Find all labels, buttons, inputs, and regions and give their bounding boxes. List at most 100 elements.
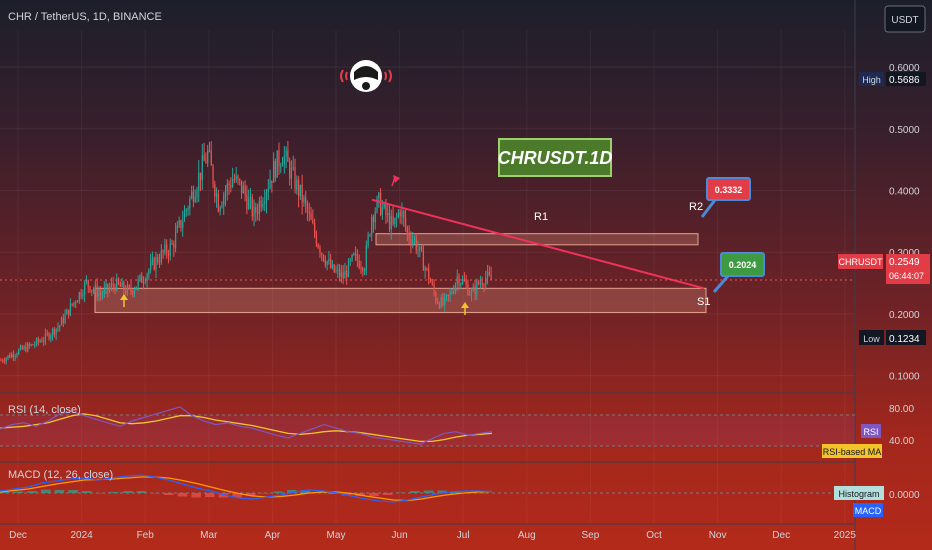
price-tick-label: 0.1000 (889, 372, 920, 383)
candle (50, 335, 52, 339)
candle (344, 270, 346, 279)
candle (485, 277, 487, 286)
candle (3, 361, 6, 363)
candle (431, 282, 433, 285)
time-axis[interactable]: Dec 2024 Feb Mar Apr May Jun Jul Aug Sep Oct Nov Dec… (9, 530, 856, 541)
candle (7, 355, 9, 359)
histogram-bar (410, 491, 420, 493)
watermark-text: CHRUSDT.1D (498, 148, 613, 168)
histogram-legend: Histogram (838, 489, 879, 499)
candle (419, 246, 421, 250)
currency-button-label: USDT (891, 15, 918, 26)
macd-line (0, 474, 493, 503)
candle (12, 354, 14, 358)
candle (158, 261, 161, 263)
candle (34, 344, 36, 346)
candle (394, 217, 396, 225)
candle (401, 211, 403, 217)
candle (408, 232, 410, 240)
candle (62, 318, 64, 323)
histogram-bar (246, 493, 256, 496)
price-tick-label: 0.5000 (889, 125, 920, 136)
candle (76, 301, 79, 303)
s1-callout-box[interactable] (720, 252, 765, 277)
candle (160, 250, 162, 263)
candle (139, 274, 141, 280)
candle (249, 197, 252, 199)
candle (242, 185, 244, 194)
candle (198, 172, 200, 191)
watermark-box (498, 138, 612, 177)
histogram-bar (478, 493, 488, 494)
candle (205, 160, 207, 163)
candle (228, 183, 230, 186)
candle (191, 191, 193, 199)
candle (264, 201, 266, 204)
candle (306, 203, 309, 212)
candle (355, 253, 357, 255)
candle (148, 270, 150, 275)
candle (281, 163, 284, 167)
candle (46, 333, 48, 335)
resistance-trendline (371, 198, 705, 290)
candle (472, 286, 474, 292)
candle (312, 219, 314, 224)
candle (44, 333, 47, 341)
candle (66, 309, 68, 315)
candle (447, 294, 449, 296)
candle (413, 237, 416, 241)
candle (379, 192, 382, 215)
candle (100, 292, 102, 295)
macd-histogram (0, 489, 488, 498)
candle (349, 260, 351, 262)
candle (385, 203, 387, 215)
candle (315, 234, 318, 245)
candle (456, 276, 458, 284)
candle (290, 167, 293, 179)
candle (137, 279, 139, 287)
macd-title[interactable]: MACD (12, 26, close) (8, 469, 113, 481)
low-badge (859, 330, 884, 345)
candle (239, 179, 241, 181)
candle (125, 290, 127, 294)
candle (392, 216, 394, 225)
candle (360, 267, 362, 269)
candle (185, 209, 187, 212)
r2-callout-box[interactable] (706, 177, 751, 201)
r2-label: R2 (689, 201, 703, 213)
rsi-title[interactable]: RSI (14, close) (8, 404, 81, 416)
histogram-bar (177, 493, 188, 497)
histogram-bar (396, 492, 406, 493)
candle (208, 150, 211, 152)
arrow-up-icon (120, 294, 128, 307)
candle (101, 294, 104, 296)
candle (428, 268, 430, 280)
candle (442, 297, 444, 305)
candle (23, 346, 25, 350)
time-tick-label: Dec (772, 530, 790, 541)
candle (458, 276, 460, 286)
candle (112, 283, 114, 287)
currency-button[interactable] (884, 5, 926, 33)
candle (240, 180, 243, 194)
histogram-bar (191, 493, 201, 498)
candle (27, 343, 29, 352)
candle (396, 216, 398, 218)
candle (388, 213, 391, 230)
r1-label: R1 (534, 211, 548, 223)
candle (333, 264, 335, 273)
candle (248, 198, 250, 210)
candle (151, 258, 154, 262)
rsi-ma-legend-badge (822, 444, 882, 458)
candle (287, 150, 289, 162)
candle (445, 294, 448, 297)
candle (438, 303, 441, 308)
support-zone (94, 287, 707, 313)
candle (132, 290, 134, 294)
histogram-bar (259, 493, 270, 494)
candle (68, 309, 70, 316)
candle (169, 243, 171, 256)
price-axis[interactable]: 0.6000 0.5000 0.4000 0.3000 0.2000 0.1000 (889, 63, 920, 383)
symbol-title[interactable]: CHR / TetherUS, 1D, BINANCE (8, 11, 162, 23)
